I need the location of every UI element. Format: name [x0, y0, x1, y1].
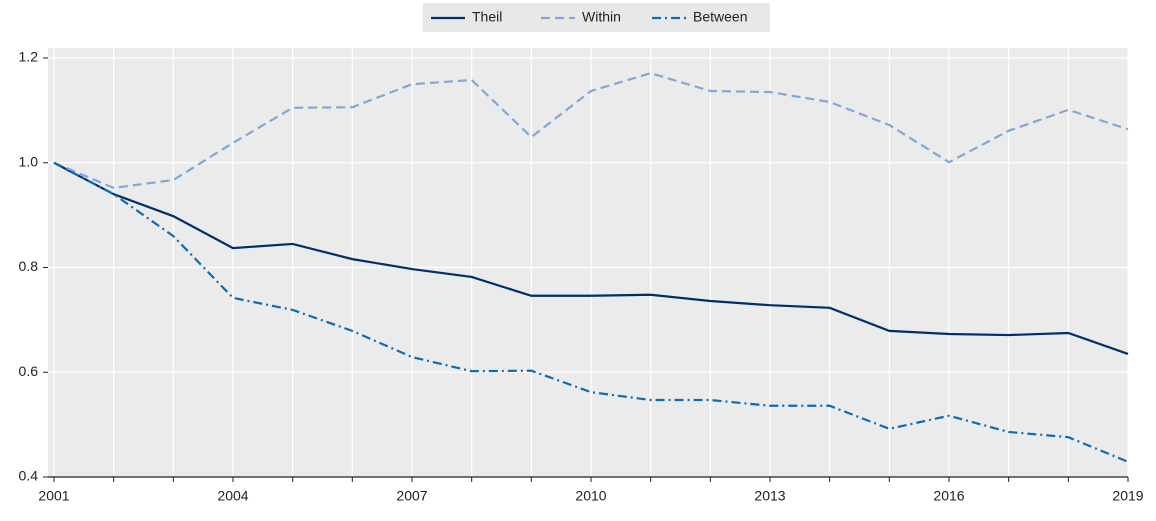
- y-tick-label: 0.6: [19, 363, 39, 379]
- x-tick-label: 2016: [933, 488, 964, 504]
- x-tick-label: 2019: [1112, 488, 1143, 504]
- y-tick-label: 1.0: [19, 153, 39, 169]
- y-tick-label: 0.8: [19, 258, 39, 274]
- series-line: [53, 161, 1129, 355]
- series-line: [53, 161, 1129, 463]
- x-tick-label: 2013: [754, 488, 785, 504]
- plot-background: [48, 48, 1128, 477]
- x-tick-label: 2004: [217, 488, 248, 504]
- y-tick-label: 1.2: [19, 49, 39, 65]
- y-tick-label: 0.4: [19, 468, 39, 484]
- x-tick-label: 2001: [38, 488, 69, 504]
- legend-label: Within: [582, 9, 621, 25]
- x-tick-label: 2010: [575, 488, 606, 504]
- legend-box: [423, 3, 770, 32]
- series-line: [53, 72, 1129, 190]
- legend-label: Theil: [472, 9, 502, 25]
- legend-label: Between: [693, 9, 747, 25]
- x-tick-label: 2007: [396, 488, 427, 504]
